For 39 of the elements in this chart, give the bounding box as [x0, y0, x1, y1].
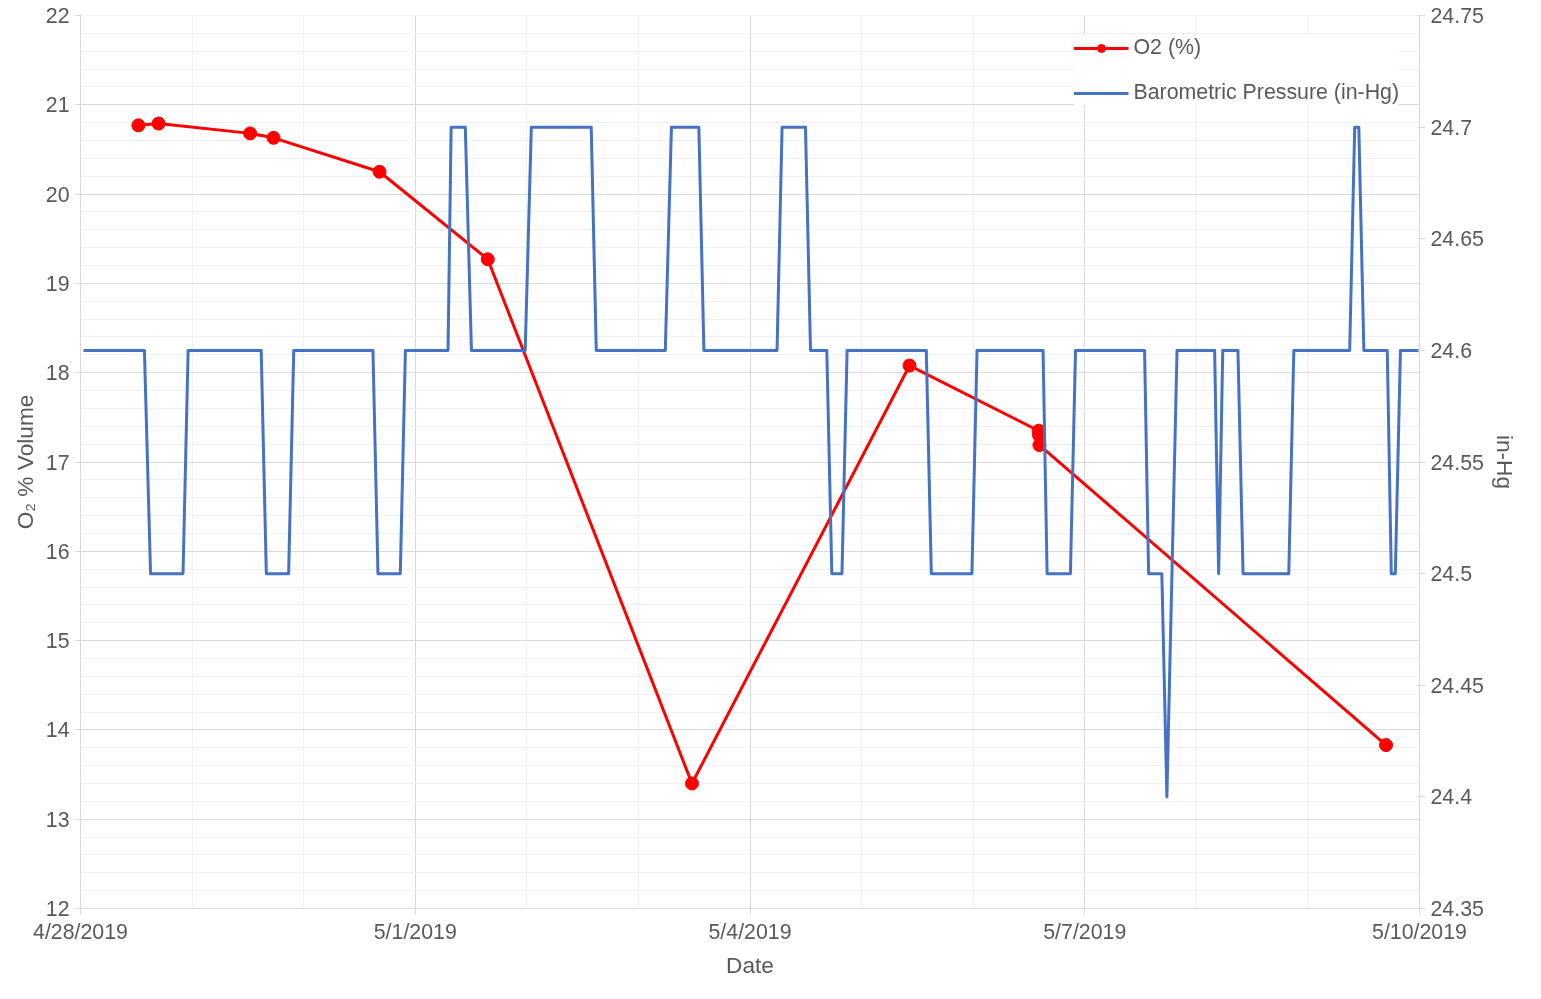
y2-tick-label: 24.7	[1430, 115, 1473, 140]
point	[266, 130, 281, 145]
y2-tick-label: 24.75	[1430, 4, 1484, 28]
point	[902, 358, 917, 373]
y-tick-label: 21	[45, 93, 70, 118]
y-tick-label: 16	[45, 539, 70, 564]
point	[684, 776, 699, 791]
y-tick-label: 13	[45, 807, 70, 832]
y-tick-label: 17	[45, 450, 70, 475]
x-tick-label: 5/4/2019	[708, 919, 792, 944]
y-tick-label: 12	[45, 897, 70, 921]
point	[131, 118, 146, 133]
x-axis-title: Date	[726, 951, 774, 978]
y-tick-label: 18	[45, 361, 70, 386]
y-tick-label: 22	[45, 4, 70, 28]
x-tick-label: 4/28/2019	[33, 919, 128, 944]
y2-tick-label: 24.4	[1430, 785, 1473, 810]
point	[243, 126, 258, 141]
y2-tick-label: 24.45	[1430, 673, 1484, 698]
point	[151, 116, 166, 131]
y2-tick-label: 24.55	[1430, 450, 1484, 475]
y-tick-label: 14	[45, 718, 70, 743]
point	[1379, 738, 1394, 753]
y2-tick-label: 24.5	[1430, 562, 1473, 587]
x-tick-label: 5/10/2019	[1372, 919, 1467, 944]
point	[372, 164, 387, 179]
y-tick-label: 15	[45, 629, 70, 654]
y2-tick-label: 24.35	[1430, 897, 1484, 921]
y-tick-label: 19	[45, 271, 70, 296]
x-tick-label: 5/1/2019	[373, 919, 457, 944]
legend-label: Barometric Pressure (in-Hg)	[1133, 80, 1399, 105]
legend-label: O2 (%)	[1133, 35, 1202, 60]
point	[480, 252, 495, 267]
y2-tick-label: 24.6	[1430, 338, 1473, 363]
y-tick-label: 20	[45, 182, 70, 207]
y2-tick-label: 24.65	[1430, 227, 1484, 252]
y2-axis-title: in-Hg	[1491, 434, 1518, 490]
y-axis-title: O₂ % Volume	[11, 394, 38, 530]
x-tick-label: 5/7/2019	[1043, 919, 1127, 944]
